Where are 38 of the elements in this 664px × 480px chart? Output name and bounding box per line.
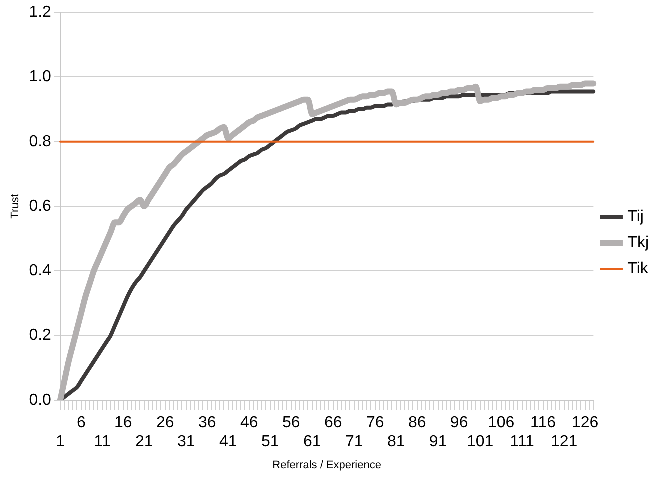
y-tick-label: 0.0 — [29, 392, 52, 409]
x-tick-label: 11 — [94, 434, 111, 451]
y-tick-label: 1.2 — [29, 4, 52, 22]
x-tick-label: 96 — [450, 414, 468, 432]
x-tick-label: 71 — [345, 434, 364, 451]
x-tick-label: 116 — [530, 414, 556, 432]
y-tick-label: 0.8 — [29, 133, 52, 150]
x-tick-label: 16 — [114, 414, 132, 432]
legend-label: Tkj — [628, 234, 649, 252]
x-tick-label: 21 — [136, 434, 154, 451]
x-tick-label: 66 — [324, 414, 342, 432]
y-tick-label: 0.4 — [29, 262, 52, 280]
x-tick-label: 91 — [429, 434, 448, 451]
x-tick-label: 76 — [366, 414, 384, 432]
y-tick-label: 1.0 — [29, 68, 52, 86]
x-axis-title: Referrals / Experience — [272, 459, 382, 472]
x-tick-label: 26 — [156, 414, 174, 432]
legend-label: Tik — [628, 260, 650, 278]
x-tick-label: 41 — [219, 434, 238, 451]
x-tick-label: 111 — [510, 434, 535, 451]
x-tick-label: 61 — [303, 434, 322, 451]
x-tick-label: 51 — [261, 434, 280, 451]
x-tick-label: 126 — [572, 414, 599, 432]
x-tick-label: 31 — [178, 434, 196, 451]
y-tick-label: 0.2 — [29, 327, 52, 344]
x-tick-label: 36 — [198, 414, 216, 432]
x-tick-label: 106 — [488, 414, 515, 432]
x-tick-label: 56 — [282, 414, 300, 432]
x-tick-label: 81 — [387, 434, 406, 451]
x-tick-label: 6 — [76, 414, 86, 432]
x-tick-label: 46 — [240, 414, 258, 432]
x-tick-label: 86 — [408, 414, 426, 432]
y-axis-title: Trust — [10, 194, 22, 219]
x-tick-label: 101 — [466, 434, 494, 451]
y-tick-label: 0.6 — [29, 198, 52, 215]
x-tick-label: 1 — [56, 434, 65, 451]
x-tick-label: 121 — [550, 434, 578, 451]
legend-label: Tij — [628, 208, 644, 226]
